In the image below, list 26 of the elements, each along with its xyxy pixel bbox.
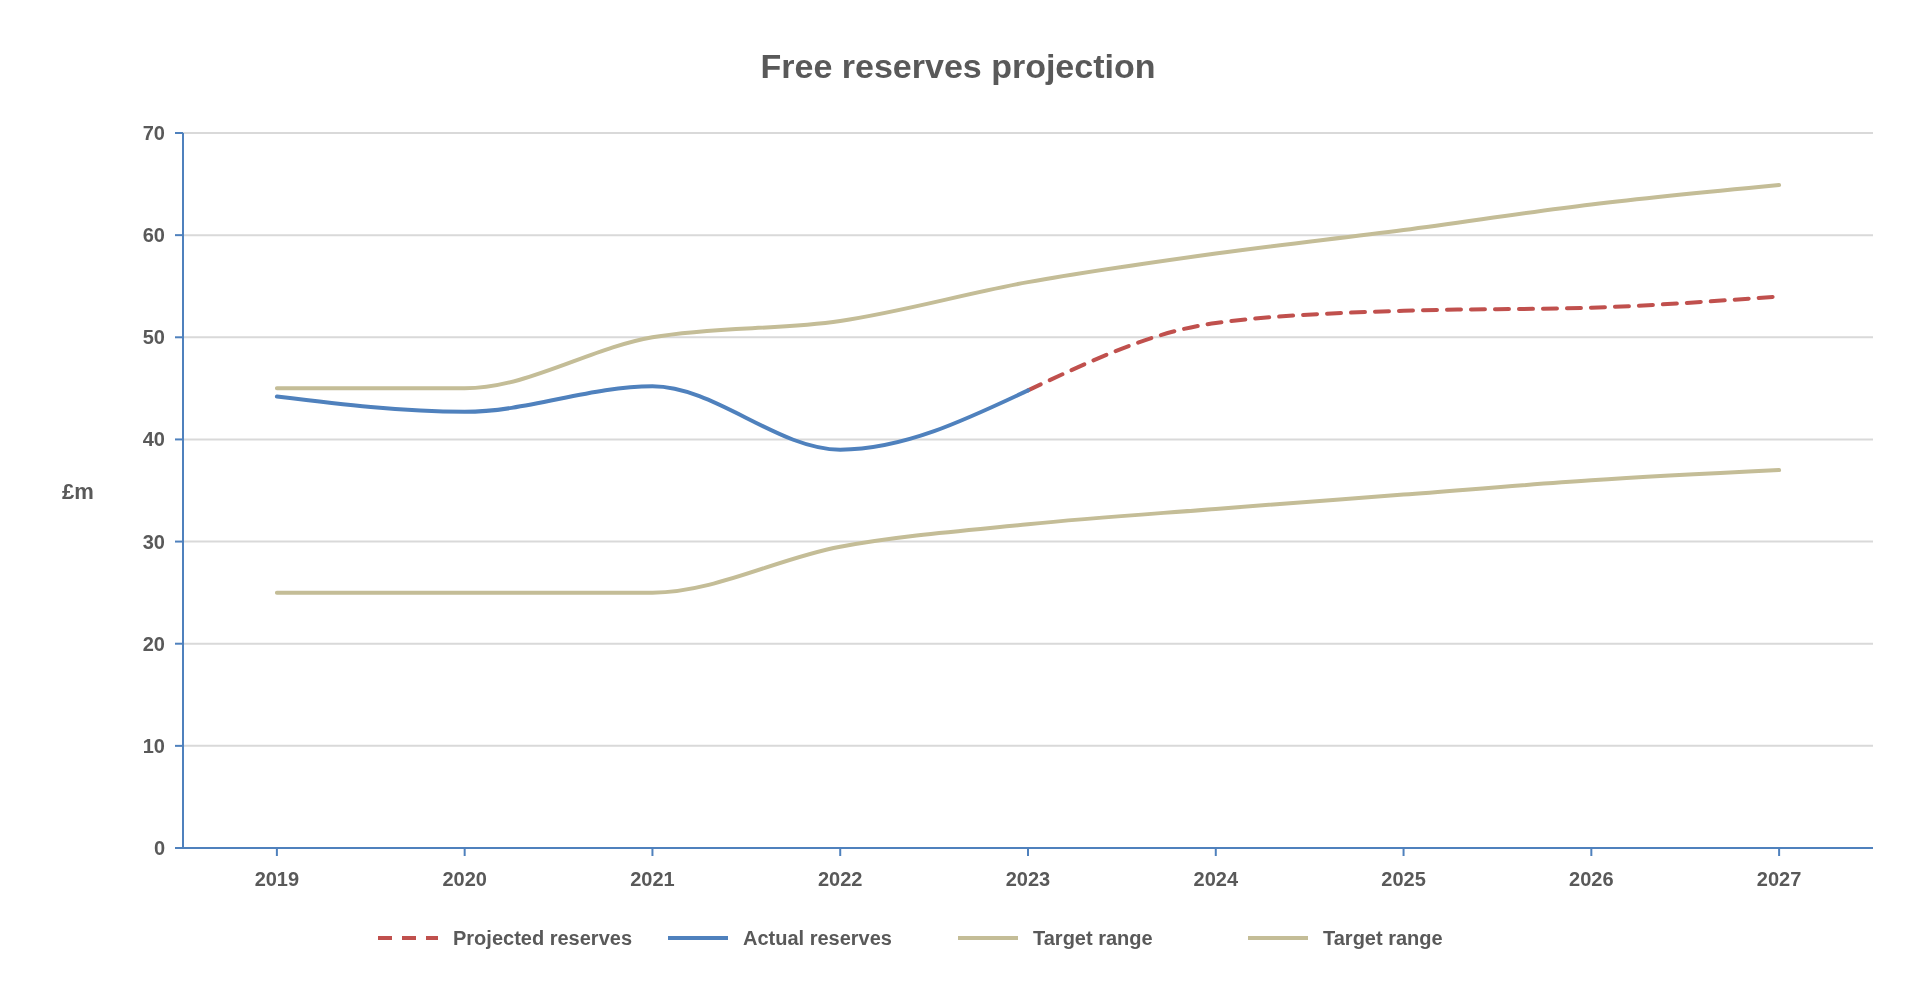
y-tick-label: 70: [142, 122, 165, 144]
x-tick-label: 2021: [630, 868, 675, 890]
x-tick-label: 2027: [1756, 868, 1802, 890]
y-tick-label: 50: [142, 326, 165, 349]
y-axis-title: £m: [62, 478, 94, 504]
y-tick-label: 10: [142, 734, 165, 757]
x-tick-label: 2026: [1569, 868, 1614, 890]
line-series: [274, 183, 1782, 391]
legend-label: Target range: [1033, 927, 1153, 949]
line-series: [274, 384, 1030, 452]
legend-label: Projected reserves: [453, 927, 633, 949]
x-tick-label: 2025: [1381, 868, 1426, 890]
y-tick-label: 60: [142, 224, 165, 247]
x-tick-label: 2020: [442, 868, 487, 890]
x-tick-label: 2022: [817, 868, 863, 890]
y-tick-label: 0: [153, 837, 165, 859]
x-tick-label: 2019: [254, 868, 300, 890]
legend-label: Target range: [1323, 927, 1443, 949]
line-series: [274, 468, 1782, 595]
x-tick-label: 2023: [1005, 868, 1051, 890]
x-tick-label: 2024: [1193, 868, 1239, 890]
y-tick-label: 40: [142, 428, 165, 451]
y-tick-label: 20: [142, 632, 165, 655]
legend-label: Actual reserves: [743, 927, 892, 949]
chart-title: Free reserves projection: [760, 47, 1156, 85]
y-tick-label: 30: [142, 530, 165, 553]
